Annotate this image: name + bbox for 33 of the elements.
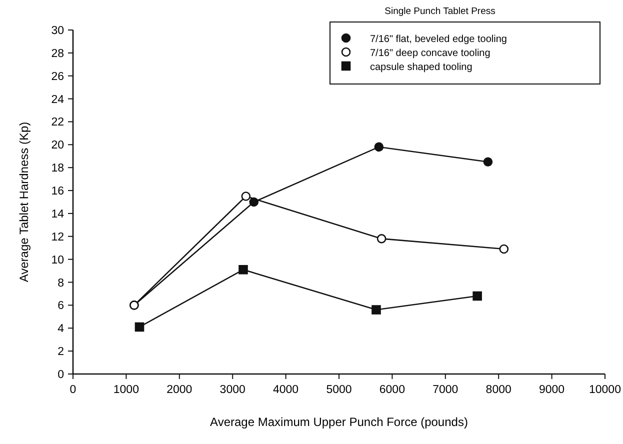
x-tick-label: 0 [70,384,76,396]
x-tick-label: 5000 [326,384,352,396]
legend-label: 7/16" deep concave tooling [370,48,490,59]
x-tick-label: 9000 [539,384,565,396]
y-tick-label: 22 [51,116,64,129]
y-tick-label: 16 [51,186,64,198]
x-tick-label: 8000 [486,384,512,396]
y-tick-label: 8 [58,277,64,290]
y-tick-label: 10 [51,254,64,266]
y-tick-label: 2 [58,346,64,358]
x-tick-label: 3000 [220,384,246,396]
y-tick-label: 30 [51,25,64,37]
x-tick-label: 7000 [432,384,458,396]
x-axis-title: Average Maximum Upper Punch Force (pounds) [210,415,468,429]
y-tick-label: 6 [58,300,64,312]
x-tick-label: 1000 [113,384,139,396]
y-tick-label: 24 [51,94,65,106]
x-tick-label: 10000 [589,384,621,396]
x-tick-label: 4000 [273,384,299,396]
y-tick-label: 26 [51,70,64,83]
y-tick-label: 14 [51,208,65,220]
legend-title: Single Punch Tablet Press [384,6,496,17]
legend-label: capsule shaped tooling [370,62,472,73]
y-tick-label: 12 [51,231,64,244]
legend-label: 7/16" flat, beveled edge tooling [370,34,507,45]
y-tick-label: 20 [51,140,64,152]
y-tick-label: 28 [51,48,64,60]
y-tick-label: 18 [51,162,64,175]
x-tick-label: 2000 [166,384,192,396]
y-tick-label: 0 [58,369,64,381]
y-axis-title: Average Tablet Hardness (Kp) [17,122,31,282]
x-tick-label: 6000 [379,384,405,396]
y-tick-label: 4 [58,323,65,336]
